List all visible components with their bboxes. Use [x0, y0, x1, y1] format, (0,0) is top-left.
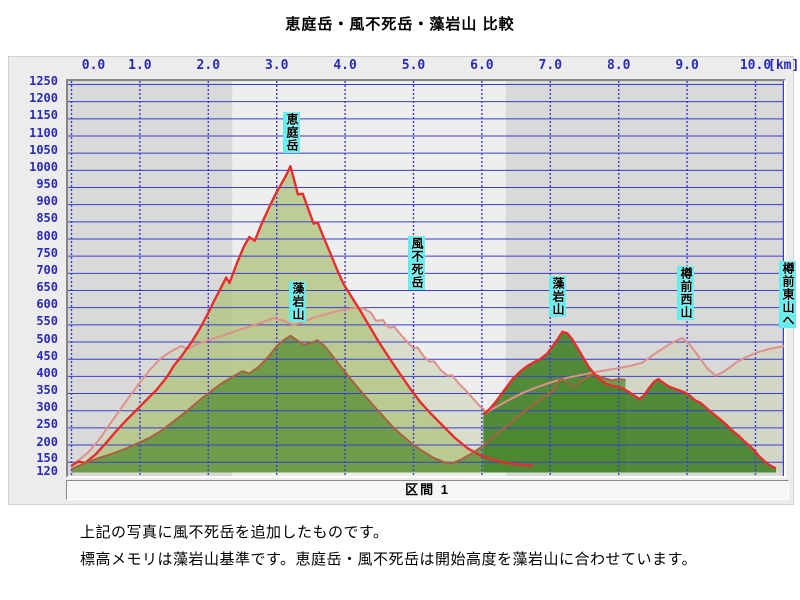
y-axis-tick-label: 700 — [36, 262, 58, 277]
y-axis-tick-label: 400 — [36, 365, 58, 380]
peak-label: 樽前西山 — [677, 266, 694, 320]
y-axis-tick-label: 600 — [36, 297, 58, 312]
y-axis-tick-label: 500 — [36, 331, 58, 346]
peak-label: 藻岩山 — [549, 276, 566, 317]
y-axis-tick-label: 650 — [36, 280, 58, 295]
y-axis-tick-label: 1000 — [29, 159, 58, 174]
x-axis-tick-label: 8.0 — [606, 58, 631, 73]
y-axis-tick-label: 850 — [36, 211, 58, 226]
peak-label: 恵庭岳 — [283, 112, 300, 153]
x-axis-tick-label: 1.0 — [128, 58, 152, 73]
y-axis-tick-label: 750 — [36, 245, 58, 260]
peak-label: 樽前東山へ — [779, 261, 796, 328]
y-axis-tick-label: 1150 — [29, 108, 58, 123]
x-axis-tick-label: 9.0 — [675, 58, 699, 73]
caption-line-2: 標高メモリは藻岩山基準です。恵庭岳・風不死岳は開始高度を藻岩山に合わせています。 — [80, 551, 698, 568]
caption-line-1: 上記の写真に風不死岳を追加したものです。 — [80, 524, 389, 541]
profile-line-2 — [71, 334, 626, 471]
y-axis-tick-label: 1250 — [29, 74, 58, 88]
x-axis-tick-label: 10.0 — [739, 58, 772, 73]
area-fill-3 — [483, 331, 776, 473]
x-axis-tick-label: 5.0 — [401, 58, 426, 73]
x-axis-tick-label: 6.0 — [470, 58, 494, 73]
y-axis-tick-label: 120 — [36, 463, 58, 478]
section-bar[interactable]: 区間 1 — [66, 480, 789, 500]
x-axis-tick-label: 0.0 — [81, 58, 106, 73]
y-axis-tick-label: 300 — [36, 400, 58, 415]
x-axis-tick-label: 4.0 — [333, 58, 357, 73]
y-axis-tick-label: 150 — [36, 450, 58, 465]
y-axis-tick-label: 1050 — [29, 142, 58, 157]
y-axis-tick-label: 900 — [36, 194, 58, 209]
profile-line-0 — [70, 306, 784, 468]
peak-label: 藻岩山 — [289, 281, 306, 322]
y-axis-tick-label: 800 — [36, 228, 58, 243]
profile-line-1 — [70, 164, 534, 467]
chart-title: 恵庭岳・風不死岳・藻岩山 比較 — [285, 16, 515, 33]
x-axis-tick-label: 3.0 — [264, 58, 289, 73]
x-axis-tick-label: 2.0 — [196, 58, 221, 73]
area-fill-2 — [71, 335, 626, 473]
profile-line-3 — [482, 330, 777, 470]
x-axis-unit-label: [km] — [768, 58, 800, 73]
y-axis-tick-label: 450 — [36, 348, 58, 363]
y-axis-tick-label: 350 — [36, 383, 58, 398]
peak-label: 風不死岳 — [408, 236, 425, 290]
y-axis-tick-label: 200 — [36, 434, 58, 449]
y-axis-tick-label: 950 — [36, 177, 58, 191]
x-axis-tick-label: 7.0 — [538, 58, 563, 73]
y-axis-tick-label: 550 — [36, 314, 58, 329]
y-axis-tick-label: 250 — [36, 417, 58, 432]
y-axis-tick-label: 1100 — [29, 125, 58, 140]
y-axis-tick-label: 1200 — [29, 91, 58, 106]
